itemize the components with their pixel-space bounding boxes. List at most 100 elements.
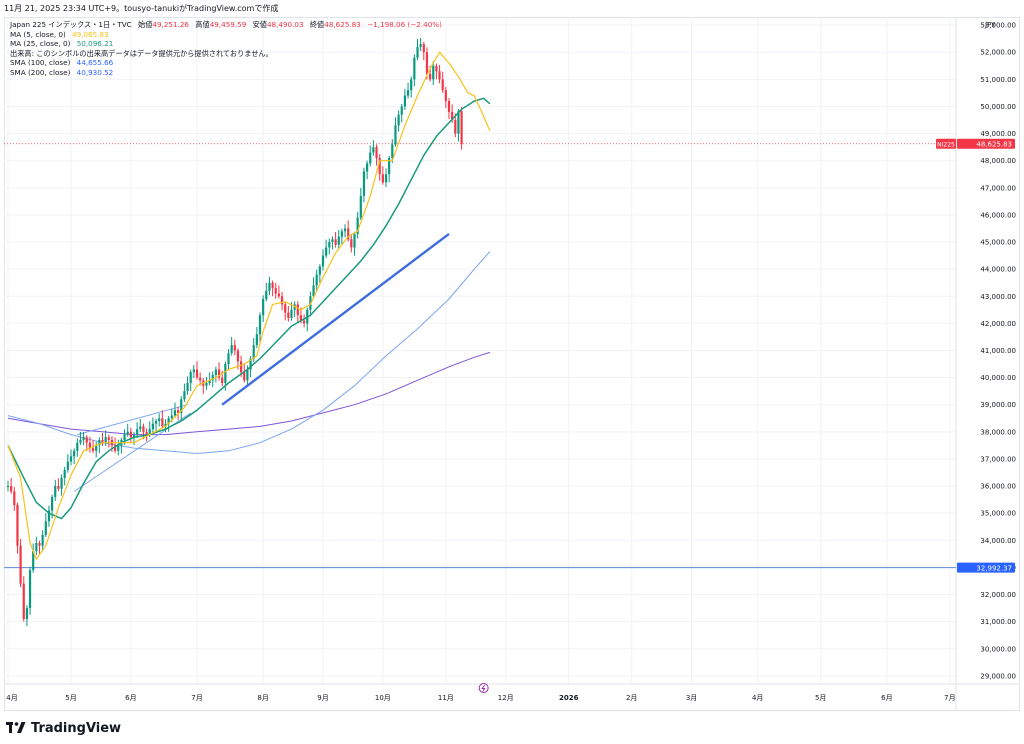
candle (98, 437, 101, 454)
candle-body (240, 361, 243, 373)
candle-body (400, 106, 403, 115)
y-tick-label: 34,000.00 (980, 537, 1016, 545)
candle (180, 396, 183, 421)
last-price-value: 48,625.83 (976, 141, 1012, 149)
candle-body (205, 383, 208, 386)
candle-body (73, 450, 76, 457)
candle-body (88, 442, 91, 449)
candle-body (337, 236, 340, 245)
hline-tag (957, 562, 1015, 573)
x-tick-label: 5月 (65, 694, 76, 702)
candle (334, 231, 337, 248)
candle-body (460, 111, 463, 144)
candle-body (142, 426, 145, 432)
sma200-line (7, 351, 491, 436)
candle-body (230, 345, 233, 354)
candle (38, 540, 41, 554)
candle-body (280, 296, 284, 305)
candle (271, 280, 274, 297)
candle-body (406, 90, 410, 96)
candle (413, 54, 416, 87)
candle (400, 104, 403, 123)
currency-label[interactable]: JPY (985, 21, 996, 29)
candle-body (47, 510, 51, 522)
candle-body (189, 372, 192, 384)
candle-body (356, 217, 359, 234)
candle (208, 372, 211, 386)
candle-body (441, 79, 444, 91)
candle-body (199, 377, 202, 381)
x-tick-label: 9月 (317, 694, 328, 702)
candle-body (16, 505, 19, 546)
y-tick-label: 53,000.00 (980, 22, 1016, 30)
candle-body (303, 320, 306, 324)
last-price-tag (957, 138, 1015, 149)
candle (6, 480, 10, 492)
candle-body (315, 274, 318, 286)
candle-body (299, 315, 303, 321)
footer-brand[interactable]: TradingView (6, 719, 121, 737)
legend-high: 高値49,459.59 (195, 20, 247, 29)
y-tick-label: 29,000.00 (980, 672, 1016, 680)
event-marker-bolt (481, 684, 486, 692)
candle (243, 364, 246, 383)
candle-body (447, 101, 451, 112)
legend-volume-note: 出来高: このシンボルの出来高データはデータ提供元から提供されておりません。 (10, 48, 273, 58)
x-tick-label: 12月 (498, 694, 514, 702)
legend-sma200-row[interactable]: SMA (200, close) 40,930.52 (10, 68, 446, 78)
candle-body (425, 52, 429, 74)
candle-body (51, 496, 54, 511)
candle-body (331, 239, 334, 243)
trendline-upper (77, 404, 188, 436)
candle (154, 418, 158, 432)
candle (85, 435, 88, 451)
candle (255, 326, 258, 349)
legend-symbol[interactable]: Japan 225 インデックス・1日・TVC (10, 20, 132, 29)
candle-body (117, 445, 120, 451)
price-chart[interactable]: 29,000.0030,000.0031,000.0032,000.0033,0… (4, 17, 1020, 711)
candle-body (243, 372, 246, 381)
candle-body (151, 423, 154, 430)
candle (129, 427, 132, 444)
candle (139, 419, 142, 433)
candle (202, 378, 205, 394)
candle (403, 88, 406, 111)
candle-body (419, 44, 422, 47)
candle (356, 211, 359, 239)
event-marker-icon[interactable] (478, 683, 489, 693)
legend-ma25-row[interactable]: MA (25, close, 0) 50,096.21 (10, 39, 446, 49)
candle (321, 249, 325, 271)
legend-sma100-row[interactable]: SMA (100, close) 44,655.66 (10, 58, 446, 68)
y-tick-label: 49,000.00 (980, 130, 1016, 138)
candle (394, 117, 397, 147)
candle (362, 167, 366, 203)
y-tick-label: 30,000.00 (980, 645, 1016, 653)
candle (306, 307, 309, 332)
ma25-line (7, 97, 491, 520)
candle (57, 478, 60, 492)
snapshot-info: 11月 21, 2025 23:34 UTC+9。tousyo-tanukiがT… (4, 4, 279, 13)
y-tick-label: 52,000.00 (980, 49, 1016, 57)
candle-body (91, 448, 95, 451)
candle-body (195, 369, 199, 378)
candle-body (265, 290, 268, 299)
candle-body (274, 288, 277, 294)
candle-body (391, 144, 394, 158)
candle (192, 365, 195, 379)
candle (284, 302, 287, 321)
candle-body (170, 415, 173, 419)
candle-body (38, 543, 41, 546)
candle-body (221, 377, 224, 384)
candle-body (271, 282, 274, 289)
candle (126, 423, 129, 437)
candle (217, 362, 221, 381)
legend-ma5-row[interactable]: MA (5, close, 0) 49,065.83 (10, 30, 446, 40)
x-tick-label: 6月 (125, 694, 136, 702)
x-tick-label: 10月 (375, 694, 391, 702)
tradingview-logo-icon (6, 722, 26, 733)
candle (142, 423, 145, 440)
candle (63, 466, 66, 486)
candle (136, 422, 139, 439)
candle (16, 502, 19, 554)
candle-body (126, 431, 129, 435)
